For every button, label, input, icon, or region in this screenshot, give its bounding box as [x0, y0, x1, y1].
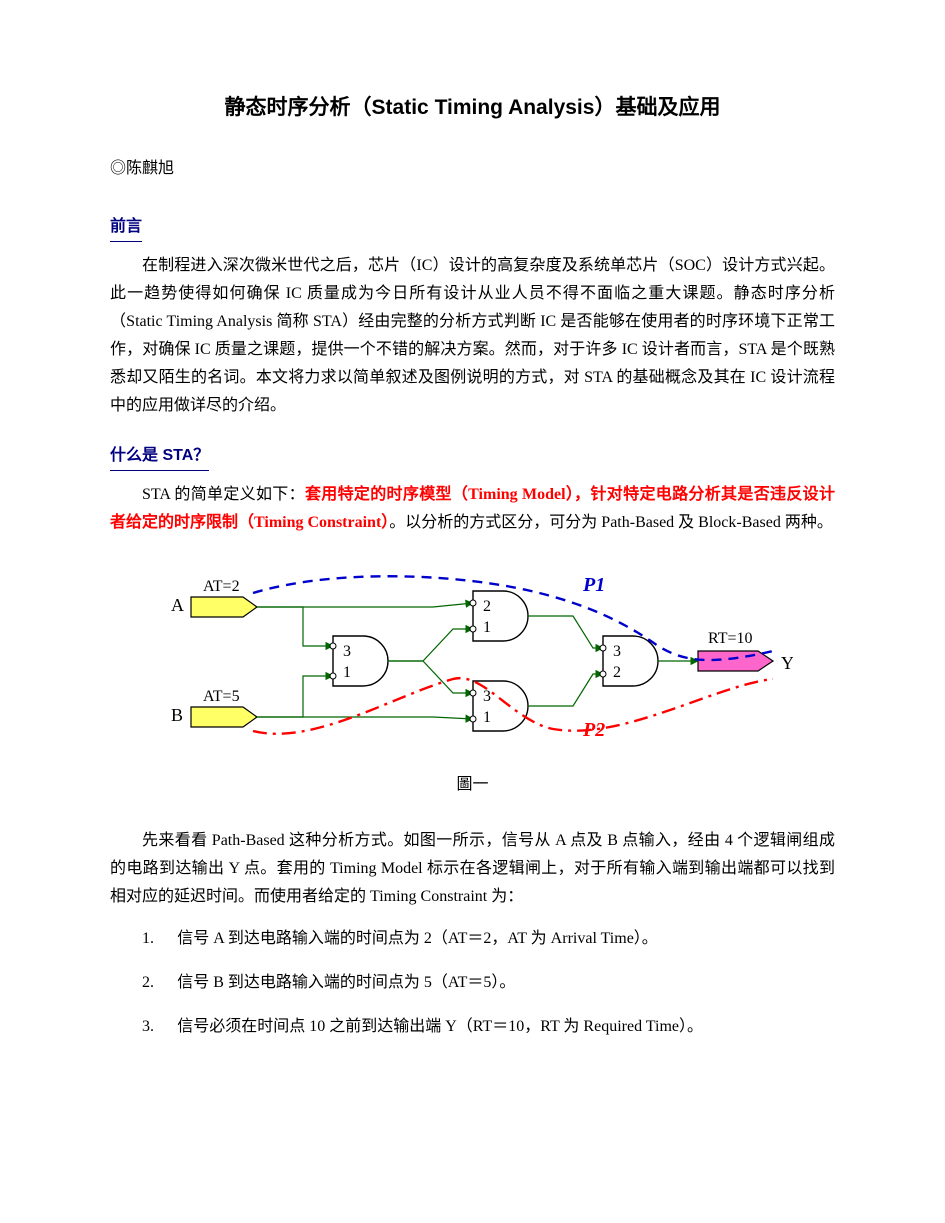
output-Y-shape: [698, 651, 773, 671]
gate-3: 3 1: [473, 681, 528, 731]
gate-4: 3 2: [603, 636, 658, 686]
gate-1: 3 1: [333, 636, 388, 686]
figure-1-svg: A AT=2 B AT=5 3 1 2 1 3 1: [153, 551, 793, 761]
constraint-list: 1.信号 A 到达电路输入端的时间点为 2（AT＝2，AT 为 Arrival …: [142, 925, 835, 1041]
figure-1: A AT=2 B AT=5 3 1 2 1 3 1: [110, 551, 835, 799]
svg-text:3: 3: [343, 643, 351, 660]
page-title: 静态时序分析（Static Timing Analysis）基础及应用: [110, 90, 835, 127]
label-AT5: AT=5: [203, 688, 240, 705]
input-A-shape: [191, 597, 257, 617]
whatsta-pre: STA 的简单定义如下：: [142, 486, 305, 503]
label-B: B: [171, 705, 183, 725]
svg-text:1: 1: [343, 664, 351, 681]
label-RT10: RT=10: [708, 630, 753, 647]
author-line: ◎陈麒旭: [110, 155, 835, 183]
label-A: A: [171, 595, 184, 615]
svg-text:3: 3: [483, 688, 491, 705]
label-P1: P1: [582, 574, 605, 596]
input-B-shape: [191, 707, 257, 727]
afterfig-para: 先来看看 Path-Based 这种分析方式。如图一所示，信号从 A 点及 B …: [110, 827, 835, 911]
section-heading-preface: 前言: [110, 213, 142, 242]
svg-text:1: 1: [483, 709, 491, 726]
constraint-item-1: 1.信号 A 到达电路输入端的时间点为 2（AT＝2，AT 为 Arrival …: [142, 925, 835, 953]
constraint-item-3: 3.信号必须在时间点 10 之前到达输出端 Y（RT＝10，RT 为 Requi…: [142, 1013, 835, 1041]
gate-2: 2 1: [473, 591, 528, 641]
section-heading-whatsta: 什么是 STA？: [110, 442, 209, 471]
constraint-item-2: 2.信号 B 到达电路输入端的时间点为 5（AT＝5）。: [142, 969, 835, 997]
svg-text:3: 3: [613, 643, 621, 660]
preface-para: 在制程进入深次微米世代之后，芯片（IC）设计的高复杂度及系统单芯片（SOC）设计…: [110, 252, 835, 420]
label-AT2: AT=2: [203, 578, 240, 595]
svg-text:2: 2: [613, 664, 621, 681]
whatsta-para: STA 的简单定义如下：套用特定的时序模型（Timing Model），针对特定…: [110, 481, 835, 537]
svg-text:1: 1: [483, 619, 491, 636]
whatsta-post: 。以分析的方式区分，可分为 Path-Based 及 Block-Based 两…: [389, 514, 833, 531]
svg-text:2: 2: [483, 598, 491, 615]
label-Y: Y: [781, 653, 793, 673]
figure-caption: 圖一: [110, 771, 835, 799]
label-P2: P2: [582, 719, 605, 741]
